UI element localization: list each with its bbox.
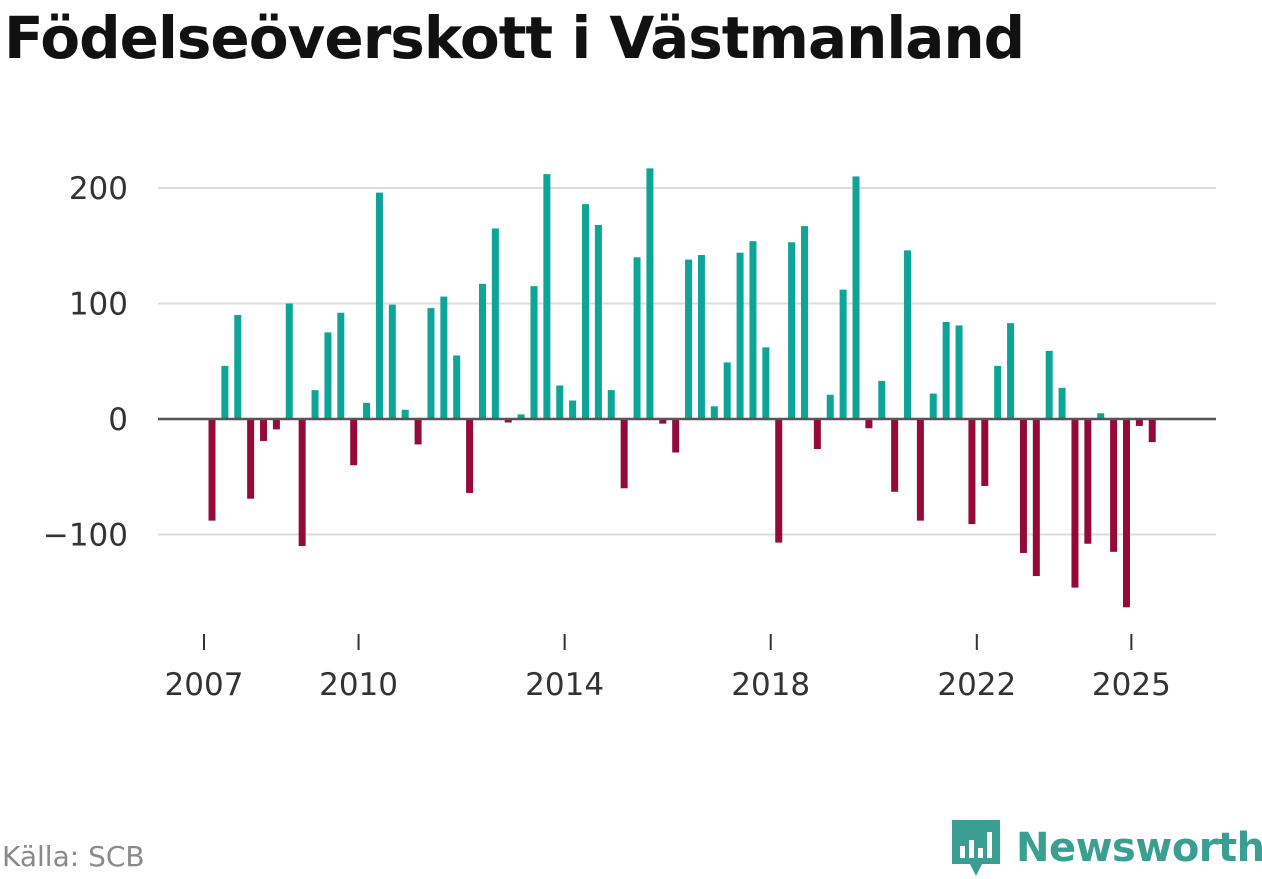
bar bbox=[839, 289, 847, 419]
x-tick-label: 2010 bbox=[319, 667, 398, 703]
bar bbox=[1148, 419, 1156, 443]
bar bbox=[350, 419, 358, 466]
bar bbox=[453, 355, 461, 419]
bar bbox=[208, 419, 216, 521]
bar bbox=[826, 394, 834, 419]
bar bbox=[569, 400, 577, 419]
y-tick-label: 0 bbox=[108, 402, 128, 438]
newsworthy-logo-icon bbox=[952, 820, 1000, 876]
bar bbox=[594, 224, 602, 419]
bar bbox=[530, 286, 538, 419]
bar bbox=[1032, 419, 1040, 577]
bar bbox=[1045, 350, 1053, 419]
bar bbox=[994, 365, 1002, 419]
bar bbox=[1135, 419, 1143, 426]
bar bbox=[363, 402, 371, 419]
bar bbox=[324, 332, 332, 419]
y-tick-label: −100 bbox=[43, 518, 128, 554]
bar bbox=[607, 390, 615, 419]
x-tick-label: 2022 bbox=[937, 667, 1016, 703]
bar bbox=[697, 254, 705, 419]
bar bbox=[800, 226, 808, 419]
bar bbox=[556, 385, 564, 419]
bar bbox=[1007, 323, 1015, 419]
bar bbox=[633, 257, 641, 419]
x-tick-label: 2018 bbox=[731, 667, 810, 703]
chart-title: Födelseöverskott i Västmanland bbox=[4, 4, 1025, 72]
bar bbox=[723, 362, 731, 419]
bar bbox=[891, 419, 899, 492]
bar bbox=[582, 204, 590, 419]
bar bbox=[620, 419, 628, 489]
bar bbox=[427, 308, 435, 419]
bar bbox=[749, 241, 757, 419]
bar bbox=[942, 321, 950, 419]
bar bbox=[1071, 419, 1079, 588]
bar bbox=[981, 419, 989, 486]
bar bbox=[659, 419, 667, 424]
bar bbox=[646, 168, 654, 419]
source-note: Källa: SCB bbox=[2, 840, 145, 873]
bar bbox=[1058, 387, 1066, 419]
bar bbox=[337, 312, 345, 419]
x-tick-label: 2025 bbox=[1092, 667, 1171, 703]
bar bbox=[788, 242, 796, 419]
bar bbox=[916, 419, 924, 521]
x-tick-label: 2007 bbox=[165, 667, 244, 703]
bar bbox=[904, 250, 912, 419]
bar bbox=[478, 283, 486, 419]
bar bbox=[710, 406, 718, 419]
bar bbox=[775, 419, 783, 543]
bar bbox=[298, 419, 306, 547]
bar bbox=[491, 228, 499, 419]
bar-chart: −100 0 100 200 2007 2010 2014 2018 2022 2025 bbox=[43, 168, 1216, 703]
bar bbox=[543, 174, 551, 419]
bar bbox=[311, 390, 319, 419]
bar bbox=[466, 419, 474, 493]
bar bbox=[260, 419, 268, 441]
bar bbox=[1122, 419, 1130, 608]
bar bbox=[221, 365, 229, 419]
bar bbox=[968, 419, 976, 525]
bar bbox=[929, 393, 937, 419]
bar bbox=[865, 419, 873, 429]
bar bbox=[1019, 419, 1027, 553]
bar bbox=[234, 315, 242, 419]
bar bbox=[1097, 413, 1105, 419]
bar bbox=[852, 176, 860, 419]
bar bbox=[375, 192, 383, 419]
bar bbox=[955, 325, 963, 419]
bar bbox=[388, 304, 396, 419]
bar bbox=[878, 380, 886, 419]
brand-logo: Newsworthy bbox=[950, 818, 1262, 878]
bar bbox=[272, 419, 280, 430]
bar bbox=[414, 419, 422, 445]
bar bbox=[736, 252, 744, 419]
bar bbox=[685, 259, 693, 419]
bar bbox=[762, 347, 770, 419]
x-tick-label: 2014 bbox=[525, 667, 604, 703]
brand-name: Newsworthy bbox=[1016, 825, 1262, 871]
y-tick-label: 200 bbox=[69, 171, 128, 207]
bar bbox=[247, 419, 255, 499]
bar bbox=[1110, 419, 1118, 552]
bar bbox=[440, 296, 448, 419]
bar bbox=[517, 414, 525, 419]
bar bbox=[672, 419, 680, 453]
bar bbox=[285, 303, 293, 419]
bar bbox=[1084, 419, 1092, 544]
bar bbox=[401, 409, 409, 419]
bar bbox=[504, 419, 512, 423]
y-tick-label: 100 bbox=[69, 287, 128, 323]
bar bbox=[813, 419, 821, 450]
